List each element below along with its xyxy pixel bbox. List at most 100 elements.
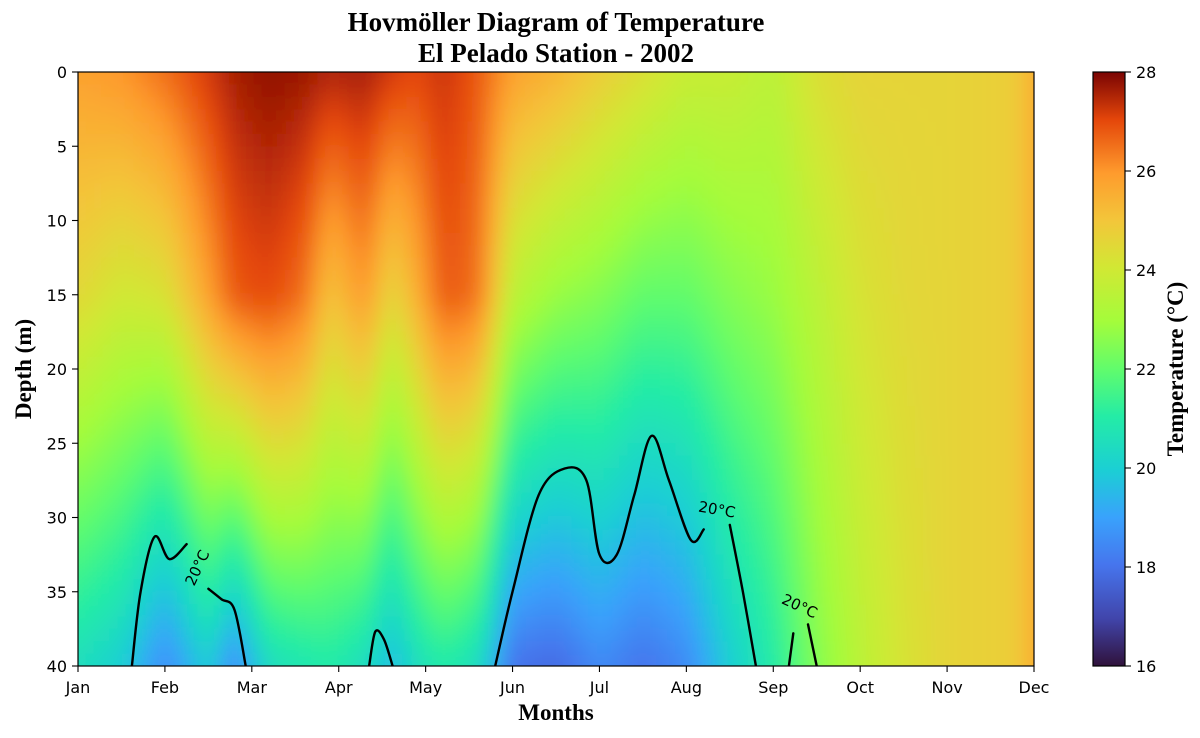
heatmap-cell <box>460 133 469 147</box>
heatmap-cell <box>699 616 708 630</box>
heatmap-cell <box>133 257 143 271</box>
heatmap-cell <box>396 220 406 234</box>
heatmap-cell <box>723 257 732 271</box>
heatmap-cell <box>524 220 533 234</box>
heatmap-cell <box>524 505 533 519</box>
heatmap-cell <box>643 183 653 197</box>
heatmap-cell <box>301 35 310 48</box>
heatmap-cell <box>364 554 374 568</box>
heatmap-cell <box>731 245 740 259</box>
heatmap-cell <box>707 666 716 679</box>
heatmap-cell <box>763 331 772 345</box>
heatmap-cell <box>388 121 398 135</box>
heatmap-cell <box>117 257 127 271</box>
heatmap-cell <box>253 406 262 420</box>
heatmap-cell <box>619 133 629 147</box>
heatmap-cell <box>731 480 740 494</box>
heatmap-cell <box>117 517 127 531</box>
heatmap-cell <box>54 381 63 394</box>
heatmap-cell <box>436 505 446 519</box>
heatmap-cell <box>476 406 485 420</box>
heatmap-cell <box>444 579 454 593</box>
heatmap-cell <box>356 331 366 345</box>
heatmap-cell <box>508 369 517 382</box>
heatmap-cell <box>627 468 637 481</box>
heatmap-cell <box>101 443 111 457</box>
heatmap-cell <box>667 146 677 160</box>
heatmap-cell <box>348 653 358 666</box>
heatmap-cell <box>404 344 414 358</box>
heatmap-cell <box>739 183 748 197</box>
heatmap-cell <box>508 171 517 184</box>
heatmap-cell <box>141 331 151 345</box>
heatmap-cell <box>277 418 286 432</box>
heatmap-cell <box>611 381 621 395</box>
heatmap-cell <box>173 616 183 630</box>
heatmap-cell <box>436 146 446 160</box>
heatmap-cell <box>380 96 390 110</box>
heatmap-cell <box>197 84 207 98</box>
heatmap-cell <box>221 158 230 172</box>
heatmap-cell <box>532 84 541 98</box>
heatmap-cell <box>364 381 374 395</box>
heatmap-cell <box>516 270 525 283</box>
heatmap-cell <box>484 232 493 246</box>
heatmap-cell <box>619 96 629 110</box>
heatmap-cell <box>388 133 398 147</box>
heatmap-cell <box>364 232 374 246</box>
heatmap-cell <box>763 381 772 395</box>
heatmap-cell <box>723 133 732 147</box>
heatmap-cell <box>157 245 167 259</box>
heatmap-cell <box>667 653 677 666</box>
heatmap-cell <box>245 567 254 580</box>
heatmap-cell <box>245 381 254 395</box>
heatmap-cell <box>173 344 183 358</box>
heatmap-cell <box>747 517 756 531</box>
heatmap-cell <box>348 109 358 123</box>
heatmap-cell <box>771 406 780 420</box>
heatmap-cell <box>229 517 238 531</box>
heatmap-cell <box>691 567 700 580</box>
heatmap-cell <box>683 591 693 605</box>
heatmap-cell <box>317 109 326 123</box>
heatmap-cell <box>133 480 143 494</box>
heatmap-cell <box>94 35 103 48</box>
heatmap-cell <box>237 307 246 321</box>
heatmap-cell <box>468 270 477 283</box>
heatmap-cell <box>205 282 215 296</box>
heatmap-cell <box>62 617 71 630</box>
heatmap-cell <box>508 158 517 172</box>
heatmap-cell <box>380 220 390 234</box>
heatmap-cell <box>229 369 238 382</box>
heatmap-cell <box>699 96 708 110</box>
heatmap-cell <box>707 529 716 543</box>
heatmap-cell <box>102 666 111 679</box>
heatmap-cell <box>595 443 605 457</box>
heatmap-cell <box>253 381 262 395</box>
heatmap-cell <box>444 294 454 308</box>
heatmap-cell <box>93 641 103 655</box>
heatmap-cell <box>707 133 716 147</box>
heatmap-cell <box>707 146 716 160</box>
heatmap-cell <box>739 406 748 420</box>
heatmap-cell <box>492 505 501 519</box>
heatmap-cell <box>755 591 764 605</box>
heatmap-cell <box>237 492 246 506</box>
heatmap-cell <box>396 653 406 666</box>
heatmap-cell <box>85 653 95 666</box>
heatmap-cell <box>261 653 270 666</box>
heatmap-cell <box>779 307 788 321</box>
heatmap-cell <box>699 319 708 333</box>
heatmap-cell <box>117 72 127 73</box>
heatmap-cell <box>420 220 430 234</box>
heatmap-cell <box>301 480 310 494</box>
heatmap-cell <box>221 331 230 345</box>
heatmap-cell <box>707 220 716 234</box>
heatmap-cell <box>388 146 398 160</box>
heatmap-cell <box>779 579 788 593</box>
heatmap-cell <box>556 109 565 123</box>
heatmap-cell <box>205 628 215 642</box>
heatmap-cell <box>747 567 756 580</box>
heatmap-cell <box>452 72 461 85</box>
heatmap-cell <box>54 542 63 555</box>
